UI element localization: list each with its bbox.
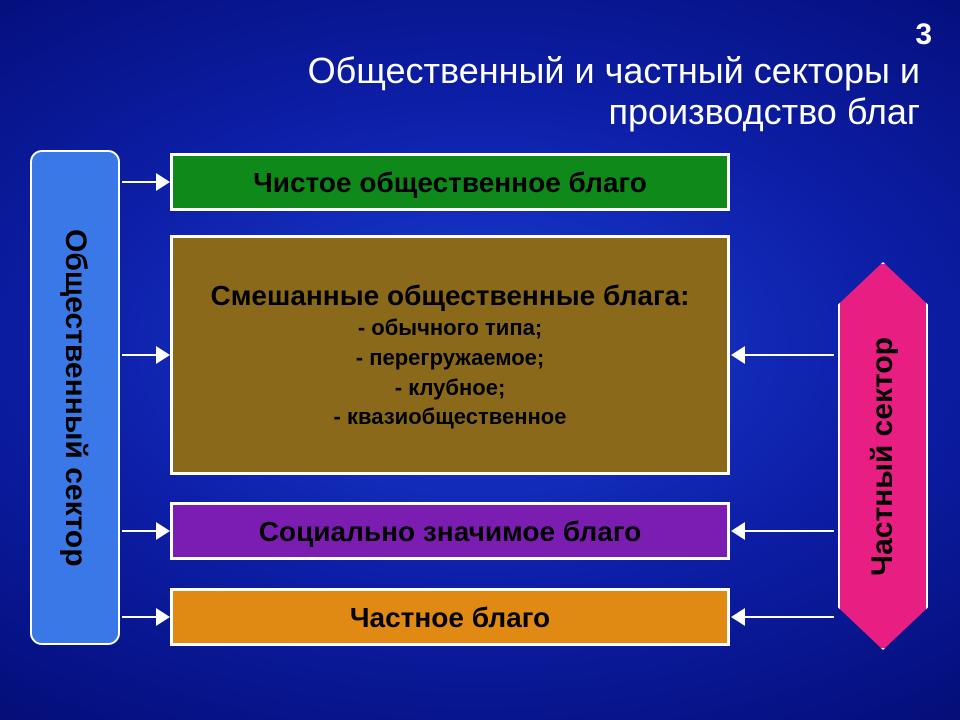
private-good-label: Частное благо: [350, 600, 550, 635]
page-number: 3: [915, 18, 932, 52]
mixed-goods-title: Смешанные общественные блага:: [210, 278, 689, 313]
mixed-item-1: обычного типа;: [334, 313, 567, 343]
arrow-right-0: [733, 354, 834, 356]
private-sector-label: Частный сектор: [866, 337, 900, 576]
mixed-item-3: клубное;: [334, 373, 567, 403]
arrow-left-1: [122, 354, 168, 356]
mixed-item-2: перегружаемое;: [334, 343, 567, 373]
mixed-item-4: квазиобщественное: [334, 402, 567, 432]
pure-public-good-box: Чистое общественное благо: [170, 153, 730, 211]
mixed-goods-box: Смешанные общественные блага: обычного т…: [170, 235, 730, 475]
social-good-box: Социально значимое благо: [170, 502, 730, 560]
arrow-left-2: [122, 530, 168, 532]
arrow-left-0: [122, 181, 168, 183]
pure-public-good-label: Чистое общественное благо: [253, 165, 647, 200]
public-sector-panel: Общественный сектор: [30, 150, 120, 645]
slide-title: Общественный и частный секторы и произво…: [200, 50, 920, 133]
private-good-box: Частное благо: [170, 588, 730, 646]
arrow-left-3: [122, 616, 168, 618]
arrow-right-1: [733, 530, 834, 532]
mixed-goods-list: обычного типа; перегружаемое; клубное; к…: [334, 313, 567, 432]
public-sector-label: Общественный сектор: [58, 229, 92, 567]
social-good-label: Социально значимое благо: [259, 514, 641, 549]
arrow-right-2: [733, 616, 834, 618]
private-sector-panel: Частный сектор: [838, 262, 928, 650]
